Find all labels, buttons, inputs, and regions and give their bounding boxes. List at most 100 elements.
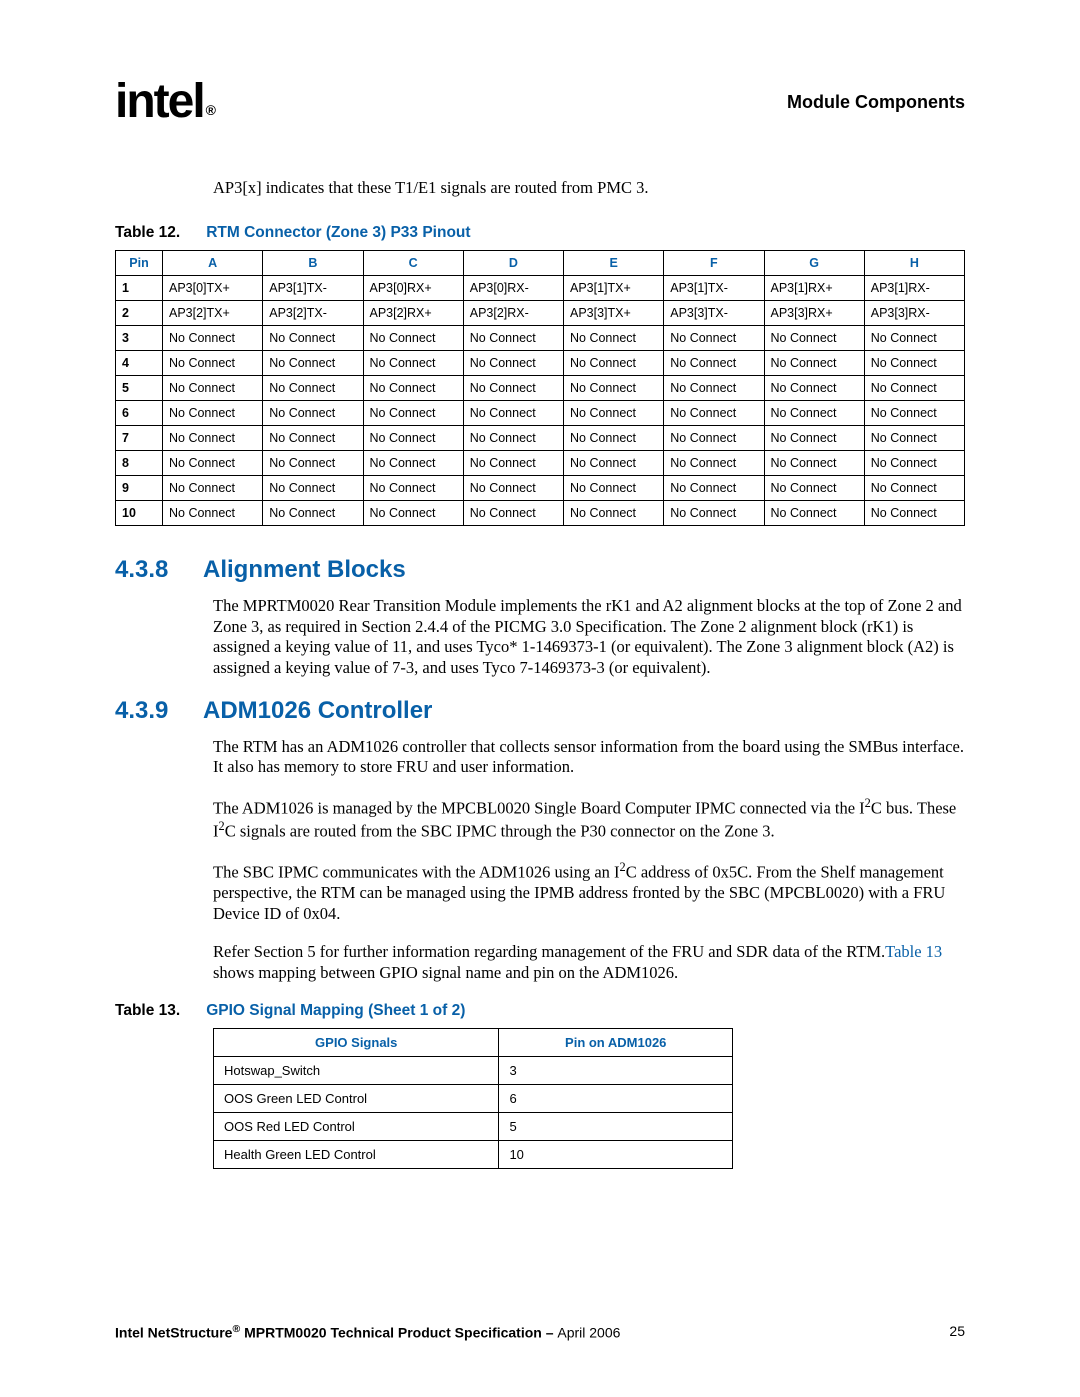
pin-cell: 7 [116, 426, 163, 451]
section-438-title: Alignment Blocks [203, 556, 406, 583]
signal-cell: No Connect [463, 476, 563, 501]
signal-cell: AP3[2]RX- [463, 301, 563, 326]
signal-cell: No Connect [664, 476, 764, 501]
th-h: H [864, 251, 964, 276]
signal-cell: No Connect [664, 426, 764, 451]
signal-cell: No Connect [263, 351, 363, 376]
page: intel® Module Components AP3[x] indicate… [0, 0, 1080, 1397]
signal-cell: No Connect [263, 326, 363, 351]
table-row: 2AP3[2]TX+AP3[2]TX-AP3[2]RX+AP3[2]RX-AP3… [116, 301, 965, 326]
signal-cell: No Connect [263, 376, 363, 401]
signal-cell: No Connect [764, 326, 864, 351]
signal-cell: No Connect [363, 451, 463, 476]
header-section-title: Module Components [787, 92, 965, 113]
signal-cell: No Connect [564, 451, 664, 476]
signal-cell: No Connect [463, 451, 563, 476]
logo-text: intel [115, 75, 204, 128]
table-row: Hotswap_Switch3 [214, 1056, 733, 1084]
th-pin: Pin [116, 251, 163, 276]
p4-a: Refer Section 5 for further information … [213, 942, 885, 961]
signal-cell: No Connect [463, 401, 563, 426]
gpio-pin-cell: 5 [499, 1112, 733, 1140]
table13-gpio: GPIO Signals Pin on ADM1026 Hotswap_Swit… [213, 1028, 733, 1169]
signal-cell: AP3[3]TX+ [564, 301, 664, 326]
signal-cell: No Connect [463, 501, 563, 526]
table-row: 9No ConnectNo ConnectNo ConnectNo Connec… [116, 476, 965, 501]
signal-cell: No Connect [864, 326, 964, 351]
signal-cell: No Connect [263, 451, 363, 476]
gpio-th-pin: Pin on ADM1026 [499, 1028, 733, 1056]
signal-cell: No Connect [263, 476, 363, 501]
signal-cell: AP3[2]TX+ [163, 301, 263, 326]
signal-cell: No Connect [564, 476, 664, 501]
table12-head: Pin A B C D E F G H [116, 251, 965, 276]
signal-cell: No Connect [163, 451, 263, 476]
signal-cell: No Connect [864, 476, 964, 501]
pin-cell: 8 [116, 451, 163, 476]
signal-cell: AP3[1]TX- [664, 276, 764, 301]
signal-cell: AP3[1]RX+ [764, 276, 864, 301]
page-header: intel® Module Components [115, 78, 965, 126]
signal-cell: No Connect [163, 426, 263, 451]
signal-cell: No Connect [864, 451, 964, 476]
table-row: 3No ConnectNo ConnectNo ConnectNo Connec… [116, 326, 965, 351]
table12-body: 1AP3[0]TX+AP3[1]TX-AP3[0]RX+AP3[0]RX-AP3… [116, 276, 965, 526]
signal-cell: AP3[2]RX+ [363, 301, 463, 326]
table-row: 6No ConnectNo ConnectNo ConnectNo Connec… [116, 401, 965, 426]
gpio-pin-cell: 3 [499, 1056, 733, 1084]
logo-registered-mark: ® [206, 102, 214, 118]
table13-title: GPIO Signal Mapping (Sheet 1 of 2) [206, 1002, 465, 1019]
signal-cell: No Connect [864, 501, 964, 526]
signal-cell: AP3[1]RX- [864, 276, 964, 301]
table12-title: RTM Connector (Zone 3) P33 Pinout [206, 224, 470, 241]
pin-cell: 5 [116, 376, 163, 401]
table12-label: Table 12. [115, 224, 180, 241]
gpio-signal-cell: Health Green LED Control [214, 1140, 499, 1168]
th-g: G [764, 251, 864, 276]
th-b: B [263, 251, 363, 276]
signal-cell: No Connect [564, 326, 664, 351]
signal-cell: No Connect [363, 426, 463, 451]
p3-a: The SBC IPMC communicates with the ADM10… [213, 863, 620, 882]
signal-cell: No Connect [764, 451, 864, 476]
table12-caption: Table 12. RTM Connector (Zone 3) P33 Pino… [115, 224, 965, 242]
signal-cell: No Connect [764, 476, 864, 501]
signal-cell: No Connect [163, 376, 263, 401]
footer-middle: MPRTM0020 Technical Product Specificatio… [240, 1325, 557, 1341]
signal-cell: No Connect [163, 476, 263, 501]
signal-cell: No Connect [864, 351, 964, 376]
th-e: E [564, 251, 664, 276]
signal-cell: No Connect [764, 351, 864, 376]
signal-cell: No Connect [764, 426, 864, 451]
table-row: OOS Red LED Control5 [214, 1112, 733, 1140]
signal-cell: No Connect [263, 501, 363, 526]
footer-left: Intel NetStructure® MPRTM0020 Technical … [115, 1323, 620, 1341]
section-439-para4: Refer Section 5 for further information … [213, 942, 965, 983]
signal-cell: No Connect [463, 326, 563, 351]
th-d: D [463, 251, 563, 276]
signal-cell: No Connect [163, 351, 263, 376]
signal-cell: No Connect [764, 501, 864, 526]
page-footer: Intel NetStructure® MPRTM0020 Technical … [115, 1323, 965, 1341]
signal-cell: No Connect [363, 326, 463, 351]
signal-cell: No Connect [564, 376, 664, 401]
signal-cell: No Connect [564, 426, 664, 451]
signal-cell: No Connect [664, 401, 764, 426]
section-439-para1: The RTM has an ADM1026 controller that c… [213, 737, 965, 778]
signal-cell: No Connect [564, 401, 664, 426]
signal-cell: No Connect [664, 451, 764, 476]
signal-cell: No Connect [664, 376, 764, 401]
section-438-heading: 4.3.8Alignment Blocks [115, 556, 965, 584]
p2-c: C signals are routed from the SBC IPMC t… [225, 821, 775, 840]
section-439-number: 4.3.9 [115, 697, 203, 725]
table13-caption: Table 13.GPIO Signal Mapping (Sheet 1 of… [115, 1002, 965, 1020]
signal-cell: AP3[0]TX+ [163, 276, 263, 301]
signal-cell: AP3[3]TX- [664, 301, 764, 326]
pin-cell: 9 [116, 476, 163, 501]
signal-cell: No Connect [263, 426, 363, 451]
pin-cell: 3 [116, 326, 163, 351]
intro-paragraph: AP3[x] indicates that these T1/E1 signal… [213, 178, 965, 198]
table13-xref: Table 13 [885, 942, 942, 961]
signal-cell: No Connect [764, 376, 864, 401]
signal-cell: AP3[2]TX- [263, 301, 363, 326]
